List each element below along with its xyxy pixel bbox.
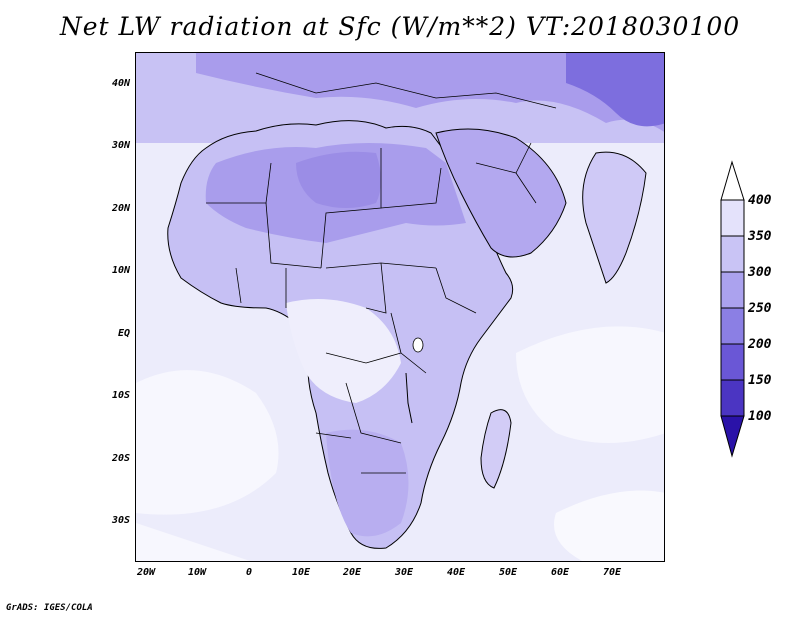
x-tick-60e: 60E [550, 567, 570, 578]
x-tick-20e: 20E [342, 567, 362, 578]
y-tick-eq: EQ [117, 328, 130, 339]
colorbar-label-100: 100 [748, 409, 772, 424]
madagascar-land [480, 409, 512, 489]
y-tick-10n: 10N [111, 265, 130, 276]
colorbar-bin-350-400 [720, 199, 745, 237]
x-tick-50e: 50E [498, 567, 518, 578]
x-tick-10w: 10W [187, 567, 207, 578]
colorbar-label-400: 400 [748, 193, 772, 208]
lake-victoria [412, 337, 424, 353]
x-tick-30e: 30E [394, 567, 414, 578]
south-atlantic-clear [136, 370, 279, 515]
south-indian-clear [554, 490, 664, 561]
colorbar-label-250: 250 [748, 301, 772, 316]
europe-land [196, 53, 664, 132]
congo-basin [286, 299, 401, 403]
turkey-iran-land [566, 53, 664, 127]
lake-tanganyika [405, 372, 413, 424]
colorbar [720, 160, 745, 458]
south-clear [136, 523, 250, 561]
central-sahara [296, 151, 381, 208]
country-borders [206, 72, 557, 474]
footer-credit: GrADS: IGES/COLA [6, 603, 93, 613]
y-tick-10s: 10S [111, 390, 130, 401]
colorbar-label-350: 350 [748, 229, 772, 244]
india-land [582, 151, 647, 284]
southern-africa [326, 429, 409, 537]
colorbar-bottom-arrow [720, 415, 745, 458]
colorbar-bin-100-150 [720, 379, 745, 417]
x-tick-0: 0 [245, 567, 253, 578]
colorbar-bin-300-350 [720, 235, 745, 273]
colorbar-bin-150-200 [720, 343, 745, 381]
y-tick-30n: 30N [111, 140, 130, 151]
colorbar-top-arrow [720, 160, 745, 201]
y-tick-20n: 20N [111, 203, 130, 214]
x-tick-40e: 40E [446, 567, 466, 578]
arabia-land [435, 128, 567, 258]
y-tick-20s: 20S [111, 453, 130, 464]
colorbar-bin-250-300 [720, 271, 745, 309]
map-panel [135, 52, 665, 562]
africa-map [136, 53, 664, 561]
colorbar-label-300: 300 [748, 265, 772, 280]
y-tick-40n: 40N [111, 78, 130, 89]
indian-ocean-clear [516, 326, 664, 443]
x-tick-10e: 10E [291, 567, 311, 578]
colorbar-bin-200-250 [720, 307, 745, 345]
y-tick-30s: 30S [111, 515, 130, 526]
x-tick-70e: 70E [602, 567, 622, 578]
map-title: Net LW radiation at Sfc (W/m**2) VT:2018… [59, 12, 741, 41]
colorbar-label-150: 150 [748, 373, 772, 388]
x-tick-20w: 20W [136, 567, 156, 578]
colorbar-label-200: 200 [748, 337, 772, 352]
